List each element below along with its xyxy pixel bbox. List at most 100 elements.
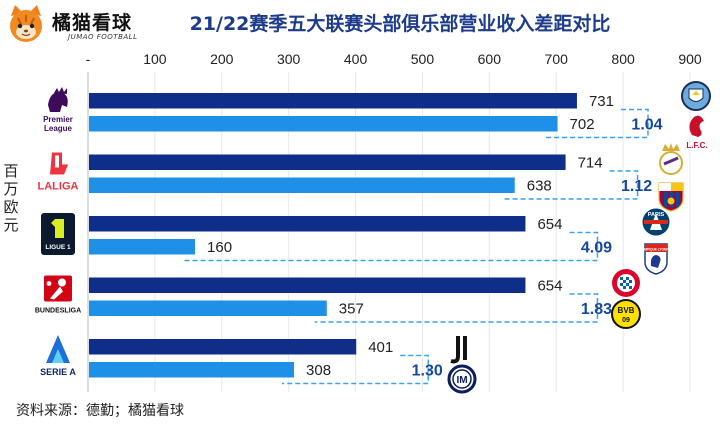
bayern-crest-icon [612, 269, 640, 297]
ligue1-one-flag [51, 219, 55, 227]
juve-j-left [450, 336, 460, 364]
player-body [50, 286, 63, 300]
bar-top-club [89, 216, 526, 232]
crest-senyera [671, 183, 683, 191]
x-tick-label: - [86, 51, 91, 67]
player-head [58, 278, 66, 287]
crest-top-band [645, 244, 667, 252]
league-group: SERIE A 401 308 1.30 IM [40, 335, 477, 394]
crest-diamond [623, 286, 626, 289]
bar-second-club [89, 177, 515, 193]
crest-stripe [664, 192, 667, 207]
crest-band [644, 220, 668, 224]
brand-name-en: JUMAO FOOTBALL [68, 33, 138, 41]
x-tick-label: 200 [210, 51, 234, 67]
ligue1-logo-icon: LIGUE 1 [41, 213, 75, 255]
crest-text-09: 09 [622, 317, 630, 324]
ratio-label: 1.12 [621, 178, 652, 195]
crest-diamond [629, 280, 632, 283]
x-tick-label: 900 [678, 51, 702, 67]
ratio-label: 1.30 [412, 363, 443, 380]
crest-diamond [626, 277, 629, 280]
liverpool-crest-icon: L.F.C. [686, 115, 708, 150]
crest-text: L.F.C. [686, 141, 707, 150]
ball-shape [46, 281, 52, 286]
dortmund-crest-icon: BVB 09 [611, 299, 641, 329]
crest-text-bvb: BVB [618, 306, 635, 315]
lyon-crest-icon: OLYMPIQUE LYONNAIS [638, 243, 674, 275]
chart-title: 21/22赛季五大联赛头部俱乐部营业收入差距对比 [189, 13, 611, 35]
bar-second-club [89, 300, 327, 316]
ratio-connector [545, 108, 649, 139]
crest-stripe [676, 192, 679, 207]
bar-second-club [89, 362, 295, 378]
ratio-label: 1.04 [631, 117, 662, 134]
x-tick-label: 800 [611, 51, 635, 67]
league-logo-label: SERIE A [40, 367, 76, 377]
league-group: LIGUE 1 654 160 4.09 PARIS OLYMPIQUE LYONNAIS [41, 207, 674, 275]
psg-crest-icon: PARIS [641, 207, 671, 237]
bar-top-club [89, 339, 357, 355]
inter-crest-icon: IM [447, 364, 477, 394]
bar-second-club [89, 239, 196, 255]
ratio-label: 1.83 [581, 301, 612, 318]
ratio-connector [282, 354, 429, 385]
bundesliga-logo-icon: BUNDESLIGA [35, 275, 81, 315]
x-tick-label: 600 [478, 51, 502, 67]
brand-name: 橘猫看球 [52, 12, 133, 34]
lion-shape [650, 255, 661, 268]
crest-cross [659, 183, 671, 191]
serie-a-logo-icon: SERIE A [40, 335, 76, 377]
crest-sash [663, 156, 679, 166]
crest-diamond [620, 277, 623, 280]
bundesliga-badge [44, 275, 72, 302]
x-tick-label: 500 [411, 51, 435, 67]
barcelona-crest-icon [658, 182, 684, 212]
league-logo-label: Premier [43, 115, 73, 124]
ratio-label: 4.09 [581, 240, 612, 257]
league-logo-label: League [44, 124, 73, 133]
data-label-top: 714 [578, 155, 603, 172]
data-label-second: 638 [527, 178, 552, 195]
crest-ship [692, 91, 700, 95]
bar-top-club [89, 154, 566, 170]
bar-top-club [89, 93, 577, 109]
crest-text: OLYMPIQUE LYONNAIS [638, 248, 674, 252]
juventus-crest-icon [450, 336, 467, 364]
real-madrid-crest-icon [659, 143, 683, 175]
crest-diamond [620, 283, 623, 286]
data-label-top: 654 [537, 216, 562, 233]
league-group: BUNDESLIGA 654 357 1.83 BVB 09 [35, 269, 641, 329]
crown-shape [54, 87, 67, 94]
data-label-top: 401 [368, 339, 393, 356]
brand-logo: 橘猫看球 JUMAO FOOTBALL [6, 4, 146, 46]
league-logo-label: LALIGA [38, 181, 79, 193]
data-label-top: 654 [537, 278, 562, 295]
crest-ball [667, 197, 675, 205]
manchester-city-crest-icon [681, 81, 711, 111]
data-label-second: 702 [570, 116, 595, 133]
data-label-top: 731 [589, 93, 614, 110]
crest-inner-shield [688, 88, 704, 102]
league-logo-label: BUNDESLIGA [35, 308, 81, 315]
x-tick-label: 100 [143, 51, 167, 67]
x-tick-label: 400 [344, 51, 368, 67]
ratio-connector [314, 293, 599, 323]
bar-top-club [89, 277, 526, 293]
crest-crown [662, 143, 680, 151]
data-label-second: 308 [306, 362, 331, 379]
league-group: LALIGA 714 638 1.12 [38, 143, 684, 212]
data-label-second: 160 [207, 239, 232, 256]
ligue1-one [55, 219, 64, 238]
ratio-connector [183, 231, 599, 262]
crest-text: IM [456, 375, 467, 386]
laliga-cut [55, 155, 59, 168]
y-axis-unit-label: 百万欧元 [3, 162, 19, 234]
league-logo-label: LIGUE 1 [45, 244, 71, 251]
source-note: 资料来源：德勤；橘猫看球 [16, 403, 184, 419]
lion-head-shape [48, 91, 68, 112]
laliga-logo-icon: LALIGA [38, 152, 79, 193]
